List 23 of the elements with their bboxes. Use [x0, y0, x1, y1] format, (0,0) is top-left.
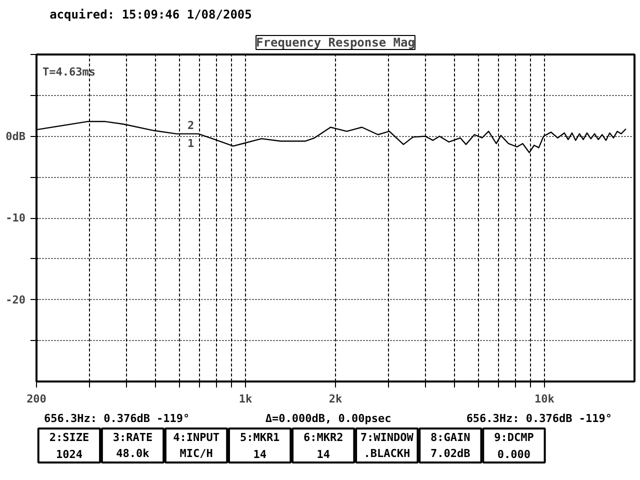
text: 7:WINDOW .BLACKH	[360, 431, 414, 460]
text: 6:MKR2 14	[303, 431, 344, 461]
x-tick-label: 200	[26, 392, 46, 406]
text: acquired: 15:09:46 1/08/2005	[50, 8, 252, 22]
text: 4:INPUT MIC/H	[173, 431, 220, 460]
y-tick-label: 0dB	[6, 130, 26, 143]
text: 5:MKR1 14	[240, 431, 280, 461]
text: 3:RATE 48.0k	[112, 431, 153, 460]
text: 656.3Hz: 0.376dB -119°	[466, 412, 612, 425]
y-tick-label: -20	[6, 293, 26, 306]
text: 9:DCMP 0.000	[494, 431, 534, 461]
text: 2:SIZE 1024	[49, 431, 90, 461]
x-tick-label: 2k	[328, 392, 342, 406]
y-tick-label: -10	[6, 212, 26, 224]
text: 8:GAIN 7.02dB	[430, 431, 471, 460]
text: Δ=0.000dB, 0.00psec	[265, 412, 392, 425]
x-tick-label: 1k	[238, 392, 252, 406]
chart-title: Frequency Response Mag	[256, 36, 415, 50]
text: 656.3Hz: 0.376dB -119°	[44, 412, 190, 425]
annotation: 1	[187, 137, 194, 150]
annotation: T=4.63ms	[42, 66, 96, 78]
x-tick-label: 10k	[534, 392, 555, 406]
annotation: 2	[187, 119, 194, 132]
